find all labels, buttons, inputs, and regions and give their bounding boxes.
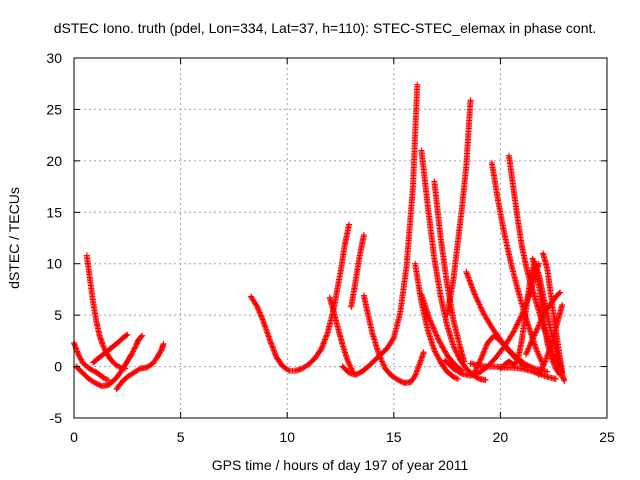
plus-marks xyxy=(418,147,489,383)
plus-marks xyxy=(488,159,546,368)
y-tick-label: 30 xyxy=(46,50,62,66)
data-series xyxy=(248,221,352,374)
data-series xyxy=(535,301,566,378)
data-series xyxy=(348,231,367,310)
plus-marks xyxy=(535,301,566,378)
y-tick-label: 15 xyxy=(46,204,62,220)
y-tick-label: 0 xyxy=(54,359,62,375)
data-series xyxy=(339,81,421,378)
data-series xyxy=(361,292,427,386)
x-axis-tick-labels: 0 5 10 15 20 25 xyxy=(70,429,615,445)
y-tick-label: -5 xyxy=(50,410,63,426)
y-tick-label: 25 xyxy=(46,101,62,117)
plus-marks xyxy=(412,260,461,382)
y-tick-label: 10 xyxy=(46,256,62,272)
plus-marks xyxy=(326,294,357,376)
data-series xyxy=(488,159,546,368)
x-tick-label: 20 xyxy=(493,429,509,445)
data-series xyxy=(113,340,167,393)
data-series xyxy=(505,152,564,377)
y-tick-label: 5 xyxy=(54,307,62,323)
x-tick-label: 15 xyxy=(386,429,402,445)
plot-frame xyxy=(73,57,608,419)
x-tick-label: 25 xyxy=(599,429,615,445)
axis-ticks xyxy=(73,57,608,419)
plus-marks xyxy=(248,221,352,374)
plus-marks xyxy=(418,291,465,374)
plus-marks xyxy=(339,81,421,378)
chart-title: dSTEC Iono. truth (pdel, Lon=334, Lat=37… xyxy=(54,20,597,36)
y-axis-tick-labels: -5 0 5 10 15 20 25 30 xyxy=(46,50,62,426)
data-series xyxy=(326,294,357,376)
y-tick-label: 20 xyxy=(46,153,62,169)
data-series xyxy=(90,331,131,366)
plus-marks xyxy=(361,292,427,386)
plus-marks xyxy=(348,231,367,310)
plus-marks xyxy=(113,340,167,393)
x-tick-label: 10 xyxy=(279,429,295,445)
plus-marks xyxy=(444,97,474,319)
x-tick-label: 5 xyxy=(177,429,185,445)
plus-marks xyxy=(90,331,131,366)
y-axis-label: dSTEC / TECUs xyxy=(6,187,22,289)
x-tick-label: 0 xyxy=(70,429,78,445)
data-series xyxy=(418,147,489,383)
plus-marks xyxy=(505,152,564,377)
data-points xyxy=(71,81,568,393)
data-series xyxy=(444,97,474,319)
x-axis-label: GPS time / hours of day 197 of year 2011 xyxy=(212,457,469,473)
data-series xyxy=(418,291,465,374)
data-series xyxy=(412,260,461,382)
